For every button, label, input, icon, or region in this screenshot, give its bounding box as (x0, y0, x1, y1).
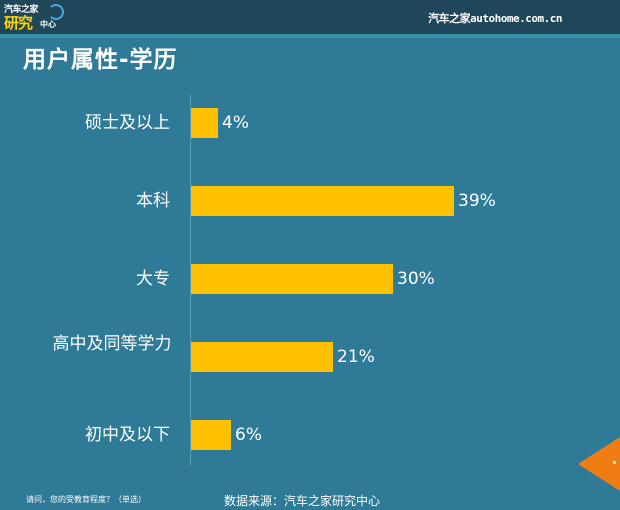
value-label: 30% (397, 269, 435, 289)
value-label: 4% (222, 113, 249, 133)
value-label: 6% (235, 425, 262, 445)
y-axis-line (190, 95, 191, 465)
logo-text-top: 汽车之家 (4, 5, 39, 15)
value-label: 39% (458, 191, 496, 211)
brand-cn: 汽车之家 (428, 12, 471, 25)
bar (191, 186, 454, 216)
data-source: 数据来源：汽车之家研究中心 (224, 494, 381, 508)
category-label: 硕士及以上 (85, 113, 170, 133)
bar (191, 342, 333, 372)
next-slide-arrow-icon[interactable] (578, 437, 620, 491)
arrow-dot (613, 461, 616, 464)
logo-swirl-icon (48, 4, 64, 20)
category-label: 高中及同等学力 (52, 334, 172, 354)
value-label: 21% (337, 347, 375, 367)
logo-text-sub: 中心 (40, 20, 56, 29)
autohome-research-logo: 汽车之家 研究 中心 (2, 2, 64, 32)
brand-url: 汽车之家autohome.com.cn (428, 10, 562, 26)
page-title: 用户属性-学历 (23, 47, 178, 73)
top-bar: 汽车之家 研究 中心 汽车之家autohome.com.cn (0, 0, 620, 34)
bar (191, 264, 393, 294)
header-divider (0, 34, 620, 38)
survey-question: 请问，您的受教育程度？（单选） (26, 495, 146, 504)
category-label: 本科 (136, 191, 170, 211)
category-label: 大专 (136, 269, 170, 289)
bar (191, 420, 231, 450)
category-label: 初中及以下 (85, 425, 170, 445)
brand-en: autohome.com.cn (470, 12, 562, 25)
logo-text-main: 研究 (4, 14, 33, 32)
bar (191, 108, 218, 138)
